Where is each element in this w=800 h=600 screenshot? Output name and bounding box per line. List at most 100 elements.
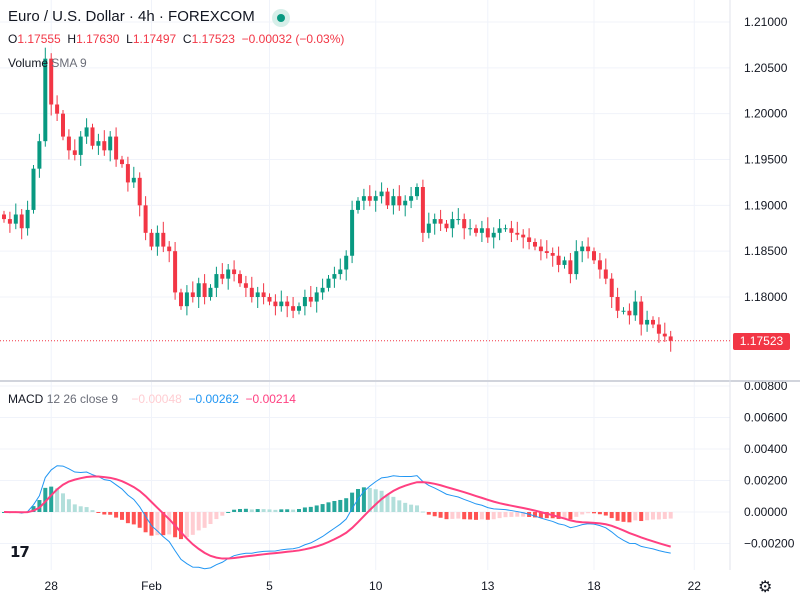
candle-body — [226, 269, 231, 279]
candle-body — [196, 283, 201, 298]
symbol-title[interactable]: Euro / U.S. Dollar · 4h · FOREXCOM — [8, 8, 255, 25]
candle-body — [474, 228, 478, 233]
macd-histogram-bar — [350, 492, 355, 512]
market-open-status-icon — [272, 9, 290, 27]
candle-body — [238, 274, 242, 284]
candle-body — [202, 283, 207, 298]
macd-histogram-bar — [249, 509, 254, 512]
candle-body — [338, 269, 343, 275]
candle-body — [279, 301, 284, 307]
macd-histogram-bar — [538, 512, 543, 518]
macd-histogram-bar — [609, 512, 614, 519]
macd-histogram-bar — [108, 512, 113, 515]
macd-legend[interactable]: MACD 12 26 close 9 −0.00048 −0.00262 −0.… — [8, 392, 296, 406]
macd-histogram-bar — [261, 509, 266, 512]
macd-histogram-bar — [72, 504, 77, 512]
time-axis-label: Feb — [141, 579, 162, 593]
candle-body — [568, 260, 573, 275]
candle-body — [592, 251, 596, 261]
candle-body — [503, 228, 508, 230]
macd-histogram-bar — [485, 512, 490, 520]
candle-body — [615, 297, 620, 311]
macd-histogram-bar — [302, 507, 307, 512]
candle-body — [662, 333, 667, 337]
candle-body — [255, 292, 260, 298]
settings-gear-icon[interactable]: ⚙ — [758, 579, 773, 596]
candle-body — [167, 246, 172, 252]
candle-body — [302, 297, 307, 307]
macd-axis-label: 0.00800 — [744, 379, 788, 393]
candle-body — [13, 214, 18, 224]
time-axis-label: 10 — [369, 579, 383, 593]
candle-body — [243, 283, 248, 288]
candle-body — [444, 223, 449, 229]
macd-histogram-bar — [580, 512, 585, 515]
macd-histogram-bar — [403, 502, 408, 512]
macd-histogram-bar — [84, 507, 89, 512]
macd-histogram-bar — [190, 512, 195, 535]
candle-body — [656, 324, 661, 334]
candle-body — [479, 228, 484, 233]
candle-body — [214, 274, 219, 288]
close-label: C — [182, 32, 192, 46]
candle-body — [509, 228, 514, 233]
candle-body — [90, 127, 95, 146]
candle-body — [155, 232, 160, 247]
macd-axis-label: 0.00200 — [744, 474, 788, 488]
candle-body — [373, 196, 378, 201]
macd-histogram-bar — [196, 512, 201, 531]
candle-body — [651, 319, 655, 325]
macd-histogram-bar — [102, 512, 107, 515]
candle-body — [361, 196, 366, 201]
candle-body — [609, 278, 614, 298]
candle-body — [391, 196, 396, 206]
macd-histogram-bar — [415, 505, 419, 512]
price-axis-label: 1.21000 — [744, 15, 788, 29]
macd-histogram-bar — [633, 512, 638, 521]
candle-body — [533, 242, 537, 247]
macd-histogram-bar — [479, 512, 484, 520]
candle-body — [31, 168, 36, 210]
macd-histogram-bar — [320, 504, 325, 512]
candle-body — [273, 301, 278, 307]
candle-body — [149, 232, 154, 247]
macd-histogram-bar — [621, 512, 626, 522]
macd-histogram-bar — [668, 512, 673, 519]
time-axis-label: 28 — [45, 579, 59, 593]
macd-histogram-bar — [49, 486, 54, 512]
macd-axis-label: 0.00400 — [744, 442, 788, 456]
candle-body — [485, 228, 490, 238]
candle-body — [621, 310, 626, 312]
macd-line-value: −0.00262 — [188, 392, 239, 406]
price-axis-label: 1.18500 — [744, 244, 788, 258]
candle-body — [597, 260, 602, 270]
candle-body — [267, 297, 272, 302]
macd-histogram-bar — [444, 512, 449, 520]
ohlc-legend: O1.17555 H1.17630 L1.17497 C1.17523 −0.0… — [8, 32, 344, 46]
tradingview-logo[interactable]: 𝟭𝟳 — [10, 544, 30, 561]
macd-histogram-value: −0.00048 — [131, 392, 182, 406]
candle-body — [633, 301, 638, 316]
candle-body — [184, 292, 189, 307]
price-axis-label: 1.19000 — [744, 198, 788, 212]
candle-body — [143, 205, 148, 233]
macd-histogram-bar — [509, 512, 514, 517]
candle-body — [220, 274, 225, 279]
macd-histogram-bar — [627, 512, 632, 523]
candle-body — [385, 191, 390, 206]
macd-histogram-bar — [426, 512, 431, 515]
macd-histogram-bar — [615, 512, 620, 521]
candle-body — [426, 223, 431, 233]
volume-legend[interactable]: Volume SMA 9 — [8, 56, 87, 70]
macd-histogram-bar — [66, 499, 71, 512]
candle-body — [208, 287, 213, 298]
macd-histogram-bar — [179, 512, 183, 540]
time-axis-label: 5 — [266, 579, 273, 593]
time-axis-label: 13 — [481, 579, 495, 593]
macd-histogram-bar — [314, 505, 319, 512]
macd-histogram-bar — [597, 512, 602, 515]
macd-histogram-bar — [114, 512, 119, 518]
candle-body — [326, 278, 331, 288]
candle-body — [415, 187, 419, 197]
